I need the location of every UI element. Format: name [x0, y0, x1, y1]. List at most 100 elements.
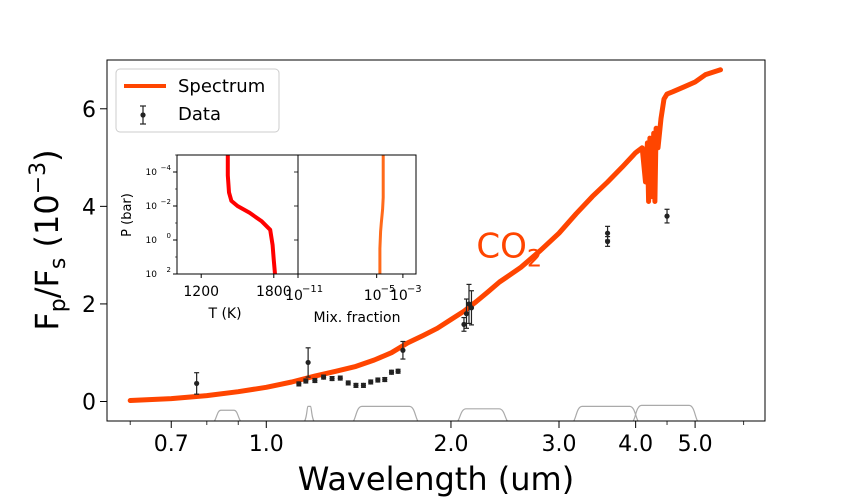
- data-marker: [461, 321, 467, 328]
- co2-label: CO2: [476, 226, 542, 272]
- data-marker: [345, 380, 351, 386]
- x-tick-label: 0.7: [154, 432, 189, 457]
- data-point: [468, 290, 475, 326]
- y-tick-label: 0: [82, 390, 96, 415]
- data-point: [194, 372, 200, 395]
- data-point: [312, 377, 318, 384]
- data-marker: [375, 377, 381, 383]
- bandpass-curve: [303, 405, 315, 421]
- legend-data-swatch: [140, 105, 146, 125]
- data-point: [375, 377, 381, 383]
- inset-tp-ytick-exp: −4: [161, 164, 172, 172]
- x-axis-label: Wavelength (um): [298, 460, 574, 498]
- data-marker: [382, 376, 388, 383]
- bandpass-curve: [213, 409, 242, 421]
- inset-mix-xtick-exp: −11: [302, 284, 323, 295]
- x-tick-label: 2.0: [433, 432, 468, 457]
- x-tick-label: 4.0: [618, 432, 653, 457]
- inset-tp-ytick-exp: 2: [167, 266, 171, 274]
- data-marker: [312, 377, 318, 384]
- data-point: [382, 376, 388, 383]
- inset-mix-xtick-label: 10: [390, 288, 408, 304]
- bandpass-curve: [352, 405, 419, 421]
- bandpass-curves: [213, 404, 699, 421]
- plot-frame: [106, 59, 766, 422]
- data-marker: [329, 375, 335, 382]
- inset-mix-xtick-exp: −5: [381, 284, 396, 295]
- inset-mixing-fraction: 10 −11 10−510−3 Mix. fraction: [285, 154, 422, 326]
- inset-tp-ytick-exp: −2: [161, 198, 171, 206]
- legend-data-label: Data: [178, 104, 221, 125]
- data-point: [360, 382, 367, 388]
- legend: Spectrum Data: [115, 68, 280, 133]
- data-point: [461, 316, 467, 332]
- inset-mix-xlabel: Mix. fraction: [314, 310, 401, 326]
- inset-mix-xtick-label: 10: [364, 288, 382, 304]
- spectrum-series: [127, 67, 723, 403]
- co2-annotation: CO2: [476, 226, 542, 272]
- tp-profile-line: [225, 155, 277, 275]
- x-tick-label: 5.0: [678, 432, 713, 457]
- data-point: [345, 380, 351, 386]
- data-point: [329, 375, 335, 382]
- inset-tp-ytick-label: 10: [146, 270, 158, 280]
- data-marker: [305, 359, 311, 366]
- data-marker: [320, 374, 327, 380]
- x-axis: 0.7 1.0 2.0 3.0 4.0 5.0: [129, 421, 745, 457]
- y-tick-label: 6: [82, 98, 96, 123]
- y-axis-label: Fp/Fs (10−3): [26, 149, 71, 330]
- bandpass-curve: [573, 405, 639, 421]
- data-marker: [360, 382, 367, 388]
- data-point: [305, 347, 311, 378]
- data-marker: [604, 230, 611, 236]
- data-marker: [468, 305, 475, 311]
- data-point: [296, 381, 302, 387]
- spectrum-line: [127, 67, 723, 403]
- x-tick-label: 1.0: [249, 432, 284, 457]
- data-point: [303, 378, 309, 384]
- data-point: [388, 369, 395, 375]
- data-marker: [395, 368, 401, 374]
- data-marker: [337, 375, 343, 381]
- inset-tp-ytick-label: 10: [146, 168, 158, 178]
- data-marker: [388, 369, 395, 375]
- y-tick-label: 2: [82, 293, 96, 318]
- data-point: [353, 382, 359, 388]
- data-marker: [368, 379, 374, 385]
- data-marker: [303, 378, 309, 384]
- data-point: [664, 208, 670, 224]
- inset-tp-ylabel: P (bar): [120, 193, 135, 237]
- data-marker: [604, 238, 611, 245]
- data-series: [194, 208, 670, 395]
- data-marker: [466, 301, 472, 307]
- bandpass-curve: [632, 404, 699, 421]
- data-marker: [194, 380, 200, 387]
- data-point: [337, 375, 343, 381]
- inset-mix-xtick-exp: −3: [407, 284, 422, 295]
- data-marker: [664, 213, 670, 219]
- data-point: [320, 374, 327, 380]
- bandpass-curve: [457, 408, 508, 421]
- y-axis: 0 2 4 6: [82, 98, 107, 415]
- inset-tp-xtick-label: 1800: [256, 284, 292, 300]
- inset-mix-xtick-label: 10: [285, 288, 303, 304]
- inset-tp-ytick-label: 10: [146, 202, 158, 212]
- y-tick-label: 4: [82, 195, 96, 220]
- inset-tp-xlabel: T (K): [207, 306, 241, 322]
- legend-spectrum-label: Spectrum: [178, 76, 265, 97]
- data-marker: [296, 381, 302, 387]
- data-point: [395, 368, 401, 374]
- data-marker: [400, 347, 406, 353]
- data-point: [368, 379, 374, 385]
- inset-tp-ytick-label: 10: [146, 236, 158, 246]
- inset-tp-ytick-exp: 0: [167, 232, 171, 240]
- data-marker: [463, 311, 470, 317]
- x-tick-label: 3.0: [541, 432, 576, 457]
- data-point: [604, 235, 611, 247]
- data-point: [400, 340, 406, 360]
- inset-tp-xtick-label: 1200: [183, 284, 219, 300]
- mix-profile-line: [378, 155, 385, 274]
- data-marker: [353, 382, 359, 388]
